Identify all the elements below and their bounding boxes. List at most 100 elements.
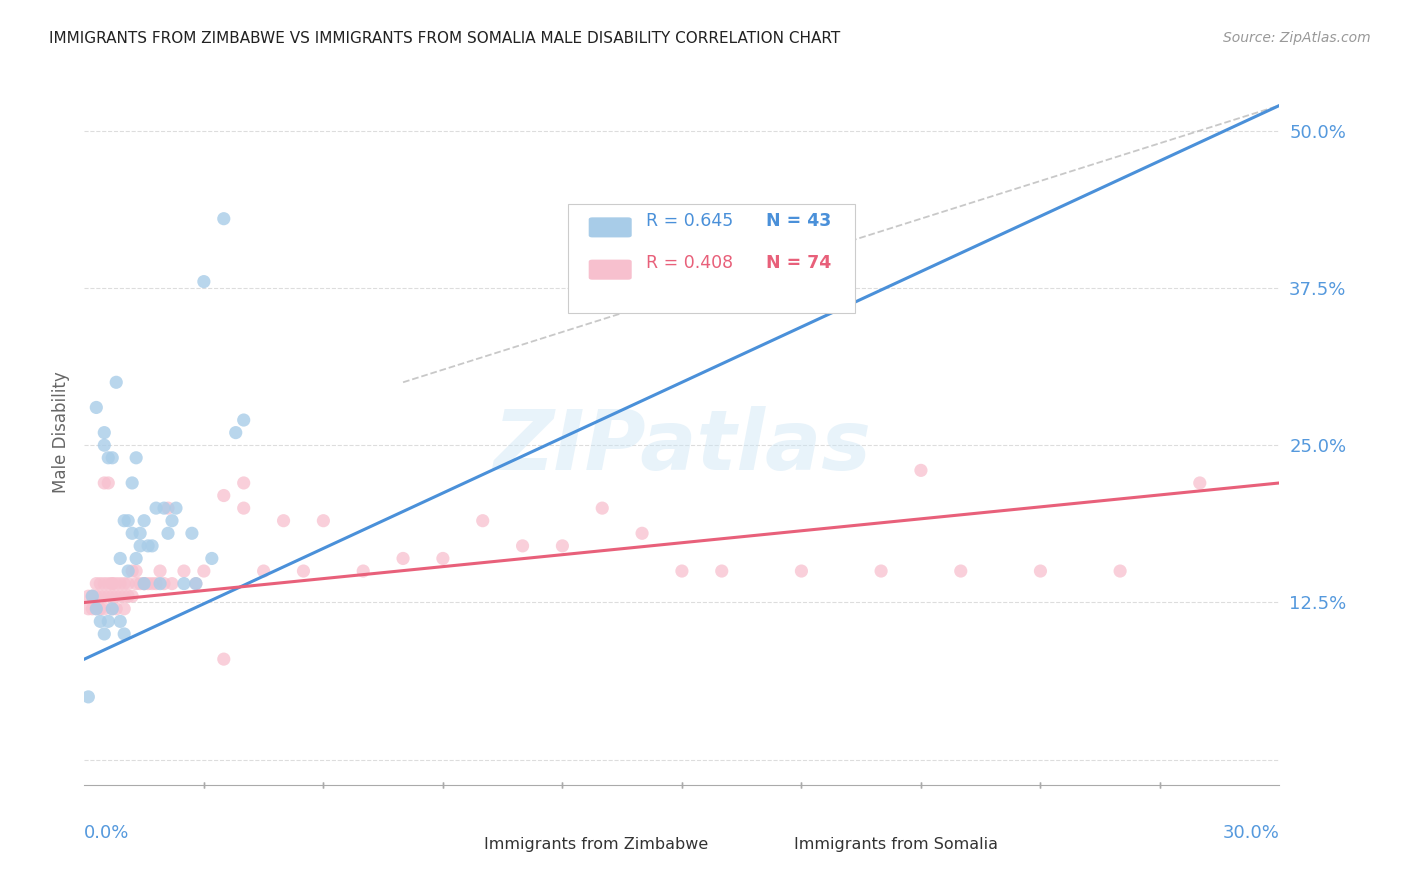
Point bbox=[89, 576, 111, 591]
Point bbox=[392, 551, 415, 566]
Point bbox=[110, 589, 132, 603]
Point bbox=[312, 514, 335, 528]
Point bbox=[101, 601, 124, 615]
Point bbox=[93, 438, 115, 452]
Point bbox=[86, 589, 108, 603]
Point bbox=[77, 690, 100, 704]
Point bbox=[149, 576, 172, 591]
Point bbox=[112, 627, 135, 641]
Text: ZIPatlas: ZIPatlas bbox=[494, 406, 870, 487]
Point bbox=[117, 589, 139, 603]
Point bbox=[121, 564, 143, 578]
Point bbox=[193, 564, 215, 578]
Text: N = 43: N = 43 bbox=[766, 212, 831, 230]
FancyBboxPatch shape bbox=[568, 203, 855, 313]
Point bbox=[184, 576, 207, 591]
FancyBboxPatch shape bbox=[758, 837, 789, 855]
Point bbox=[82, 589, 104, 603]
Point bbox=[82, 589, 104, 603]
Point bbox=[165, 501, 187, 516]
Point bbox=[93, 627, 115, 641]
Point bbox=[112, 589, 135, 603]
Point bbox=[105, 576, 128, 591]
Point bbox=[101, 576, 124, 591]
Point bbox=[93, 601, 115, 615]
Point bbox=[82, 589, 104, 603]
Point bbox=[790, 564, 813, 578]
Point bbox=[117, 514, 139, 528]
Point bbox=[232, 413, 254, 427]
Point bbox=[86, 401, 108, 415]
Point bbox=[153, 576, 176, 591]
Point bbox=[112, 576, 135, 591]
Text: R = 0.408: R = 0.408 bbox=[647, 254, 733, 272]
Point bbox=[201, 551, 224, 566]
Text: Immigrants from Somalia: Immigrants from Somalia bbox=[794, 838, 998, 853]
Point bbox=[710, 564, 733, 578]
Point bbox=[352, 564, 374, 578]
Point bbox=[631, 526, 654, 541]
Point bbox=[86, 601, 108, 615]
Y-axis label: Male Disability: Male Disability bbox=[52, 372, 70, 493]
Point bbox=[173, 576, 195, 591]
Point bbox=[471, 514, 494, 528]
Point bbox=[141, 576, 163, 591]
Point bbox=[121, 589, 143, 603]
Point bbox=[273, 514, 295, 528]
Point bbox=[212, 489, 235, 503]
Point bbox=[153, 501, 176, 516]
Text: Immigrants from Zimbabwe: Immigrants from Zimbabwe bbox=[484, 838, 707, 853]
Point bbox=[160, 576, 183, 591]
Point bbox=[101, 589, 124, 603]
Point bbox=[160, 514, 183, 528]
Point bbox=[157, 526, 180, 541]
Point bbox=[125, 564, 148, 578]
Point bbox=[93, 425, 115, 440]
Point bbox=[101, 576, 124, 591]
Point bbox=[145, 576, 167, 591]
Point bbox=[1109, 564, 1132, 578]
Point bbox=[89, 601, 111, 615]
Point bbox=[86, 576, 108, 591]
Point bbox=[101, 450, 124, 465]
Point bbox=[136, 539, 159, 553]
Point bbox=[591, 501, 613, 516]
Point bbox=[93, 589, 115, 603]
Point bbox=[870, 564, 893, 578]
Text: 30.0%: 30.0% bbox=[1223, 823, 1279, 842]
Point bbox=[132, 576, 156, 591]
Point bbox=[105, 376, 128, 390]
Point bbox=[125, 450, 148, 465]
Point bbox=[1188, 475, 1211, 490]
Point bbox=[112, 601, 135, 615]
Point bbox=[157, 501, 180, 516]
FancyBboxPatch shape bbox=[447, 837, 478, 855]
Point bbox=[232, 501, 254, 516]
Point bbox=[112, 514, 135, 528]
Point bbox=[1029, 564, 1052, 578]
Point bbox=[551, 539, 574, 553]
Text: 0.0%: 0.0% bbox=[84, 823, 129, 842]
Point bbox=[110, 551, 132, 566]
Point bbox=[93, 475, 115, 490]
Point bbox=[97, 475, 120, 490]
Point bbox=[89, 615, 111, 629]
Point bbox=[136, 576, 159, 591]
Text: IMMIGRANTS FROM ZIMBABWE VS IMMIGRANTS FROM SOMALIA MALE DISABILITY CORRELATION : IMMIGRANTS FROM ZIMBABWE VS IMMIGRANTS F… bbox=[49, 31, 841, 46]
Point bbox=[132, 576, 156, 591]
Point bbox=[132, 576, 156, 591]
Point bbox=[110, 576, 132, 591]
Point bbox=[105, 601, 128, 615]
Point bbox=[225, 425, 247, 440]
Point bbox=[77, 589, 100, 603]
FancyBboxPatch shape bbox=[589, 218, 631, 237]
Point bbox=[141, 539, 163, 553]
Point bbox=[97, 576, 120, 591]
Point bbox=[125, 576, 148, 591]
Point bbox=[193, 275, 215, 289]
Text: R = 0.645: R = 0.645 bbox=[647, 212, 734, 230]
Point bbox=[105, 589, 128, 603]
Point bbox=[212, 211, 235, 226]
Point bbox=[129, 526, 152, 541]
Point bbox=[86, 601, 108, 615]
